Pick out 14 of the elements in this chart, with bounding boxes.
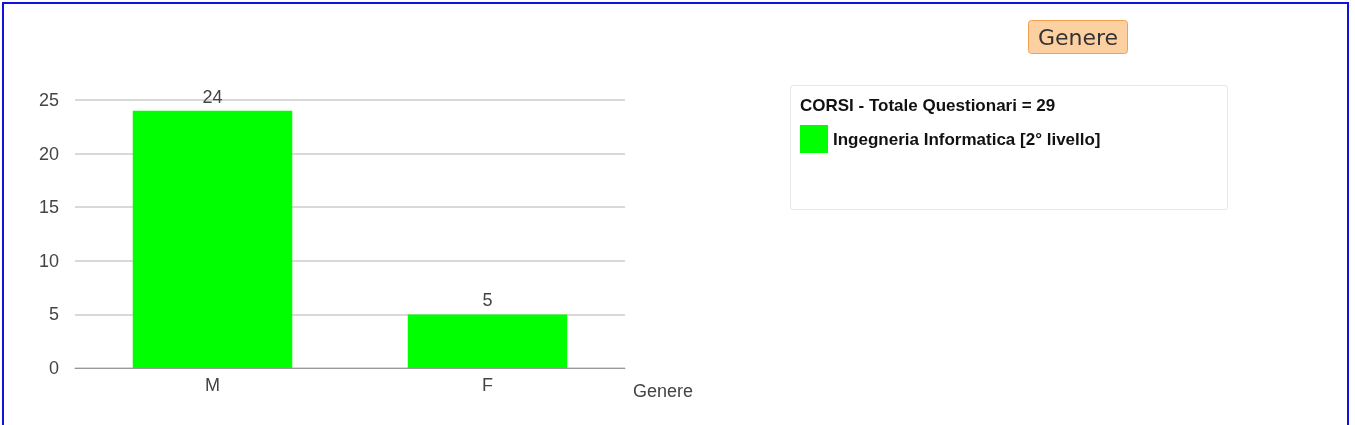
y-tick-label: 25 [38,90,59,110]
legend-title: CORSI - Totale Questionari = 29 [800,96,1056,115]
x-axis-title: Genere [633,381,694,401]
x-tick-label: M [205,375,220,395]
text: Genere [1037,24,1119,50]
y-tick-label: 15 [38,197,59,218]
y-tick-label: 5 [48,304,59,325]
y-tick-label: 20 [38,143,59,164]
y-tick-label: 0 [48,358,59,378]
y-tick-label: 10 [38,250,59,271]
x-tick-label: F [482,375,493,395]
data-label: 5 [482,290,493,311]
legend-label: Ingegneria Informatica [2° livello] [833,129,1101,149]
data-label: 24 [202,86,223,107]
